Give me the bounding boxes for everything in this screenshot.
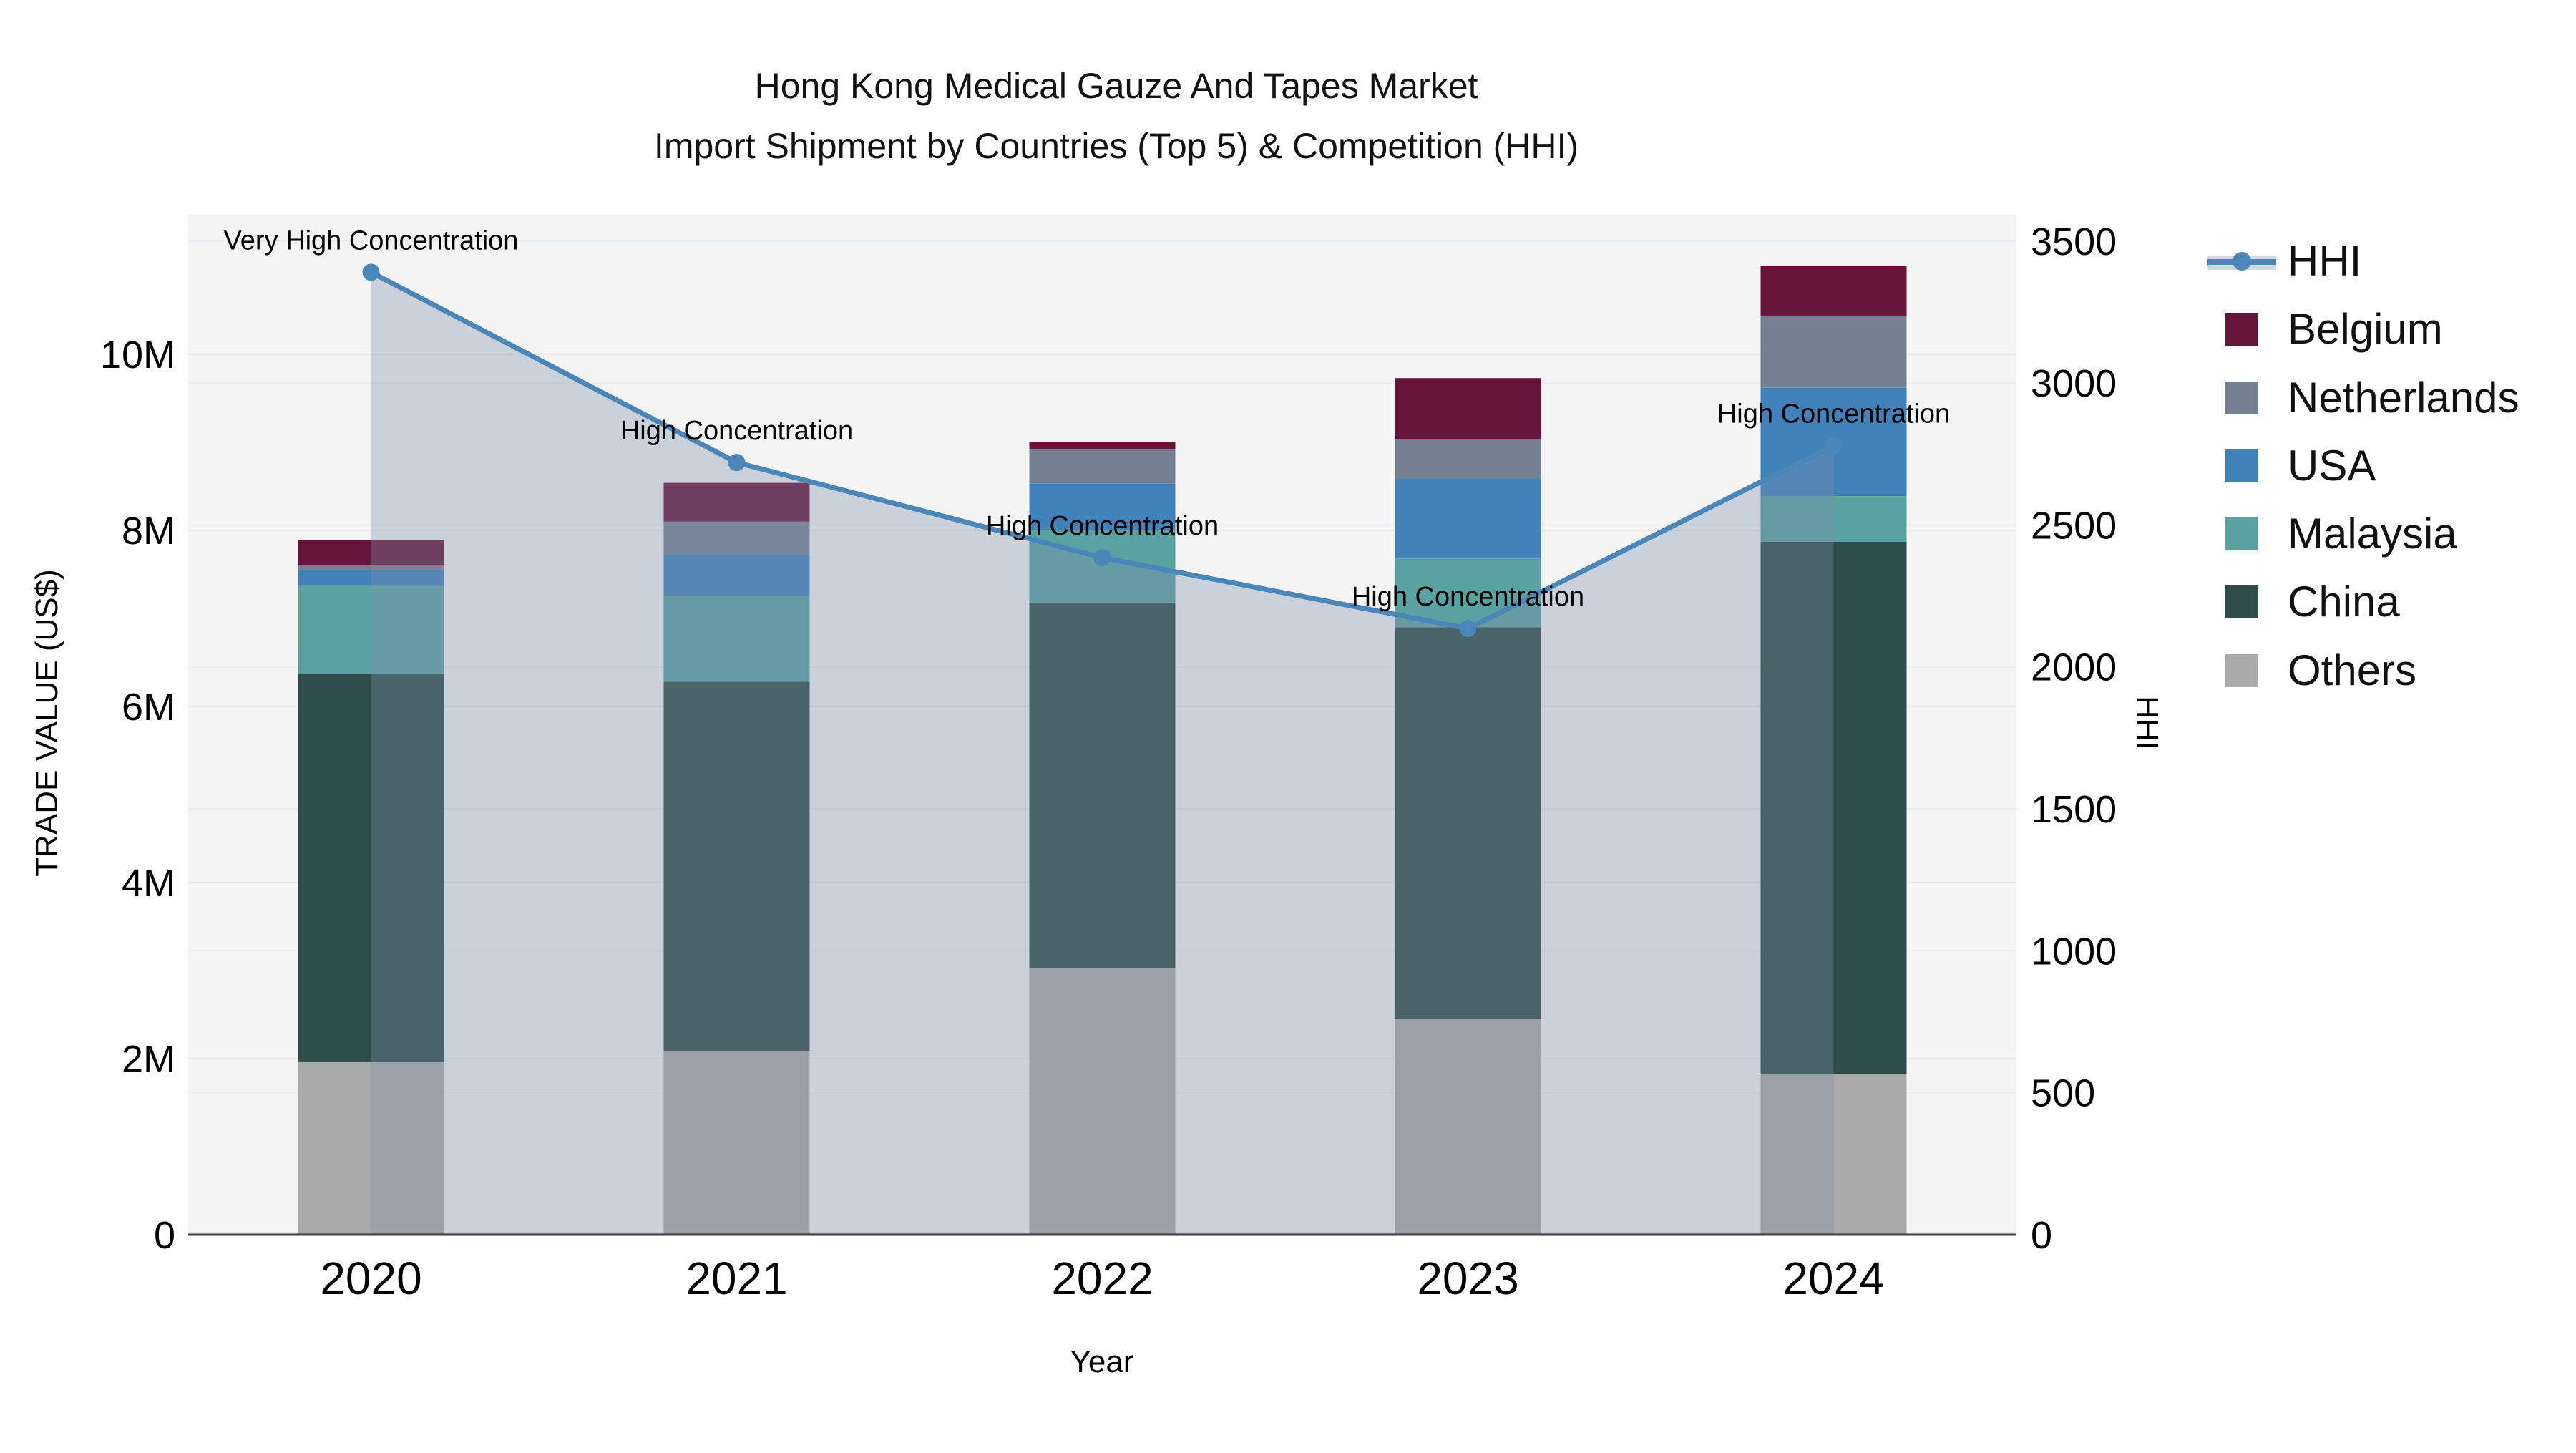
y-right-tick-1500: 1500 (2031, 788, 2117, 831)
chart-title: Hong Kong Medical Gauze And Tapes Market… (654, 56, 1579, 176)
legend-item-usa[interactable]: USA (2207, 443, 2376, 489)
bar-segment-others-2024 (1760, 1074, 1907, 1235)
hhi-marker-2021 (728, 454, 746, 472)
legend-label: Netherlands (2288, 374, 2519, 422)
legend-item-china[interactable]: China (2207, 579, 2400, 625)
bar-segment-china-2023 (1395, 627, 1541, 1019)
hhi-line-swatch-icon (2207, 247, 2276, 276)
bar-segment-china-2022 (1029, 602, 1176, 968)
x-axis-title: Year (1070, 1344, 1134, 1379)
bar-segment-usa-2022 (1029, 483, 1176, 530)
y-right-tick-2000: 2000 (2031, 646, 2117, 689)
bar-segment-china-2021 (663, 681, 810, 1051)
hhi-marker-2024 (1825, 437, 1843, 455)
bar-segment-malaysia-2021 (663, 596, 810, 682)
belgium-swatch-icon (2225, 313, 2258, 346)
hhi-marker-swatch (2233, 252, 2251, 271)
legend-item-belgium[interactable]: Belgium (2207, 306, 2443, 352)
bar-segment-belgium-2022 (1029, 442, 1176, 449)
china-swatch-icon (2225, 585, 2258, 618)
annotation-2023: High Concentration (1352, 582, 1584, 612)
hhi-area-fill (371, 272, 1834, 1235)
y-axis-title-right: HHI (2129, 696, 2165, 750)
bar-segment-china-2024 (1760, 541, 1907, 1075)
legend-item-hhi[interactable]: HHI (2207, 238, 2361, 284)
hhi-marker-2020 (362, 263, 380, 281)
x-tick-2021: 2021 (686, 1253, 787, 1304)
bar-segment-others-2022 (1029, 968, 1176, 1235)
bar-segment-netherlands-2023 (1395, 439, 1541, 479)
bar-segment-malaysia-2020 (298, 585, 444, 674)
bar-segment-netherlands-2024 (1760, 316, 1907, 388)
bar-segment-netherlands-2020 (298, 564, 444, 570)
usa-swatch-icon (2225, 449, 2258, 482)
bar-segment-china-2020 (298, 674, 444, 1062)
y-axis-title-left: TRADE VALUE (US$) (29, 569, 64, 877)
bar-segment-others-2021 (663, 1050, 810, 1235)
y-right-tick-3000: 3000 (2031, 362, 2117, 405)
chart-title-line1: Hong Kong Medical Gauze And Tapes Market (754, 66, 1478, 106)
y-left-tick-0: 0 (154, 1214, 175, 1257)
bar-segment-others-2023 (1395, 1019, 1541, 1235)
y-right-tick-0: 0 (2031, 1214, 2052, 1257)
x-tick-2024: 2024 (1782, 1253, 1884, 1304)
others-swatch-icon (2225, 654, 2258, 687)
y-left-tick-8M: 8M (122, 510, 175, 553)
legend-label: Others (2288, 646, 2417, 694)
bar-segment-malaysia-2023 (1395, 558, 1541, 628)
y-left-tick-10M: 10M (100, 334, 175, 376)
bar-segment-usa-2023 (1395, 478, 1541, 559)
bar-segment-malaysia-2024 (1760, 496, 1907, 542)
annotation-2024: High Concentration (1717, 399, 1950, 429)
malaysia-swatch-icon (2225, 517, 2258, 550)
bar-segment-belgium-2024 (1760, 266, 1907, 317)
legend-label: Belgium (2288, 305, 2443, 353)
bar-segment-usa-2020 (298, 570, 444, 585)
bar-segment-belgium-2021 (663, 482, 810, 522)
y-right-tick-1000: 1000 (2031, 930, 2117, 973)
legend-label: China (2288, 578, 2400, 626)
chart-title-line2: Import Shipment by Countries (Top 5) & C… (653, 126, 1579, 166)
bar-segment-others-2020 (298, 1061, 444, 1235)
y-right-tick-3500: 3500 (2031, 220, 2117, 263)
y-right-tick-500: 500 (2031, 1072, 2095, 1115)
y-left-tick-4M: 4M (122, 862, 175, 905)
hhi-marker-2022 (1093, 549, 1111, 567)
legend-label: Malaysia (2288, 510, 2457, 558)
legend-item-malaysia[interactable]: Malaysia (2207, 511, 2457, 557)
legend-label: USA (2288, 442, 2376, 490)
bar-segment-usa-2021 (663, 554, 810, 596)
hhi-marker-2023 (1459, 620, 1477, 638)
legend-label: HHI (2288, 237, 2362, 285)
y-left-tick-6M: 6M (122, 686, 175, 729)
x-tick-2023: 2023 (1417, 1253, 1518, 1304)
x-tick-2022: 2022 (1051, 1253, 1153, 1304)
annotation-2020: Very High Concentration (224, 225, 519, 256)
netherlands-swatch-icon (2225, 382, 2258, 414)
x-tick-2020: 2020 (320, 1253, 421, 1304)
bar-segment-belgium-2020 (298, 540, 444, 565)
y-right-tick-2500: 2500 (2031, 504, 2117, 547)
bar-segment-netherlands-2021 (663, 521, 810, 555)
annotation-2022: High Concentration (986, 511, 1219, 541)
bar-segment-netherlands-2022 (1029, 449, 1176, 484)
bar-segment-belgium-2023 (1395, 378, 1541, 439)
y-left-tick-2M: 2M (122, 1038, 175, 1081)
legend-item-netherlands[interactable]: Netherlands (2207, 375, 2519, 421)
legend-item-others[interactable]: Others (2207, 648, 2416, 694)
annotation-2021: High Concentration (620, 416, 853, 446)
